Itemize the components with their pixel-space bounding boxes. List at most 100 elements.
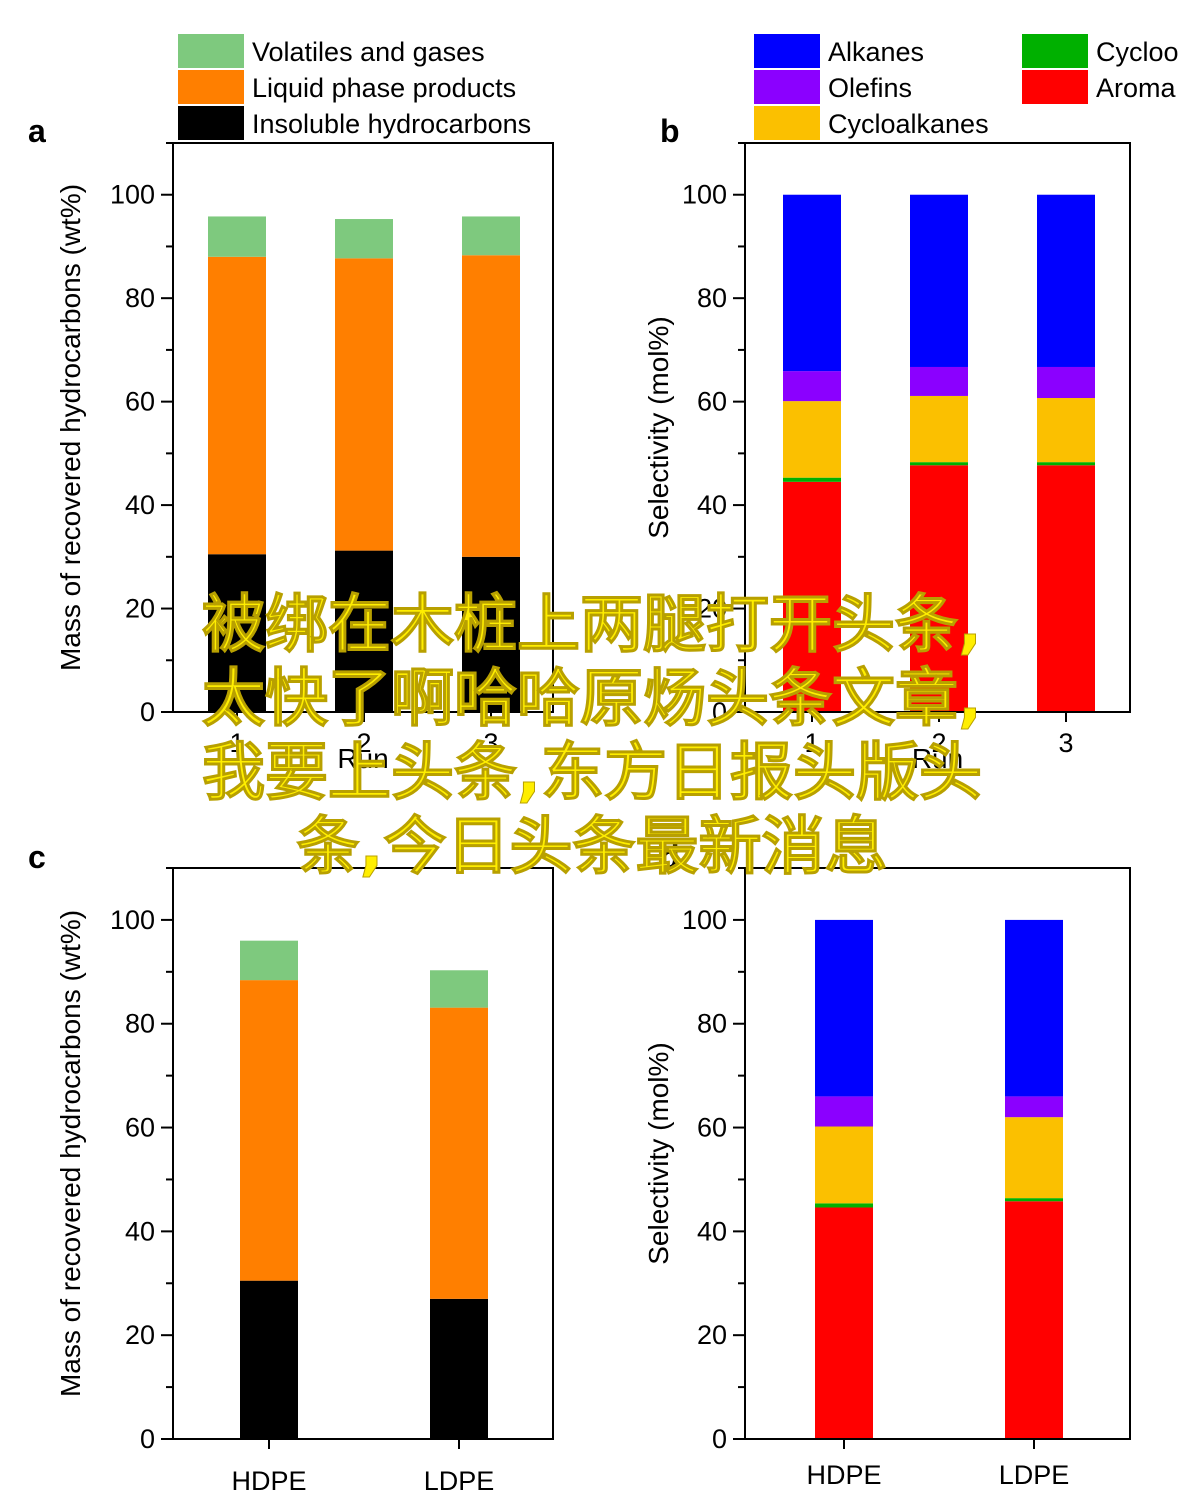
plot-frame: [172, 867, 554, 1440]
y-tick-label: 60: [697, 1113, 727, 1143]
bar-segment: [462, 216, 520, 256]
bar-segment: [240, 1280, 298, 1439]
x-tick-label: 3: [483, 728, 498, 758]
bar-segment: [1037, 465, 1095, 712]
x-tick-label: LDPE: [999, 1460, 1070, 1490]
y-tick-label: 40: [697, 1216, 727, 1246]
legend-swatch: [178, 106, 244, 140]
x-axis-title: Run: [337, 743, 388, 774]
bar-segment: [815, 1203, 873, 1208]
bar-segment: [1005, 1198, 1063, 1202]
panel-c: 0 20 40 60 80 100 HDPE LDPE Mass of recovered hy…: [28, 839, 554, 1496]
bar-segment: [1005, 1096, 1063, 1118]
legend-swatch: [754, 106, 820, 140]
legend-swatch: [178, 34, 244, 68]
bar-segment: [815, 919, 873, 1097]
y-axis-title: Mass of recovered hydrocarbons (wt%): [55, 910, 86, 1397]
legend-label: Insoluble hydrocarbons: [252, 109, 531, 139]
bar-segment: [335, 258, 393, 551]
bar-segment: [815, 1126, 873, 1204]
bar-segment: [783, 477, 841, 482]
y-axis-title: Mass of recovered hydrocarbons (wt%): [55, 184, 86, 671]
legend-label: Olefins: [828, 73, 912, 103]
bar-segment: [910, 366, 968, 396]
plot-frame: [744, 867, 1131, 1440]
y-tick-label: 0: [140, 1424, 155, 1454]
bar-segment: [208, 256, 266, 555]
y-tick-label: 60: [697, 387, 727, 417]
bar-segment: [335, 219, 393, 259]
bar-segment: [783, 194, 841, 372]
legend-swatch: [754, 70, 820, 104]
panel-letter: c: [28, 839, 46, 875]
legend-swatch: [1022, 34, 1088, 68]
x-tick-label: 2: [931, 728, 946, 758]
bar-segment: [815, 1096, 873, 1127]
x-tick-label: 1: [804, 728, 819, 758]
bar-segment: [240, 940, 298, 981]
x-tick-label: 3: [1058, 728, 1073, 758]
bar-segment: [335, 550, 393, 712]
y-tick-label: 40: [125, 1216, 155, 1246]
y-tick-label: 20: [125, 594, 155, 624]
y-tick-label: 0: [712, 697, 727, 727]
legend-swatch: [1022, 70, 1088, 104]
bar-segment: [1037, 366, 1095, 399]
legend-label: Aroma: [1096, 73, 1177, 103]
legend-swatch: [178, 70, 244, 104]
bar-segment: [783, 401, 841, 478]
bar-segment: [462, 255, 520, 557]
bar-segment: [208, 216, 266, 257]
y-tick-label: 60: [125, 1113, 155, 1143]
bar-segment: [208, 554, 266, 712]
legend-label: Cycloalkanes: [828, 109, 989, 139]
panel-letter: a: [28, 113, 46, 149]
bar-segment: [815, 1207, 873, 1439]
panel-a: 0 20 40 60 80 100 1 2 3 Mass of recovered hydroca…: [28, 113, 554, 774]
bar-segment: [1037, 462, 1095, 466]
bar-segment: [783, 371, 841, 402]
y-tick-label: 60: [125, 387, 155, 417]
x-axis-title: Run: [912, 743, 963, 774]
legend-label: Alkanes: [828, 37, 924, 67]
y-tick-label: 20: [697, 1320, 727, 1350]
x-tick-label: 2: [356, 728, 371, 758]
y-tick-label: 0: [140, 697, 155, 727]
y-tick-label: 100: [110, 905, 155, 935]
y-tick-label: 20: [125, 1320, 155, 1350]
y-tick-label: 100: [110, 180, 155, 210]
y-tick-label: 40: [697, 490, 727, 520]
panel-b: 0 20 40 60 80 100 1 2 3 Selectivity (mol%) Run b: [643, 113, 1131, 774]
legend-label: Cycloo: [1096, 37, 1179, 67]
bar-segment: [1005, 919, 1063, 1097]
x-tick-label: HDPE: [231, 1466, 306, 1496]
bar-segment: [910, 462, 968, 466]
y-tick-label: 80: [125, 283, 155, 313]
bar-segment: [910, 465, 968, 712]
bar-segment: [1037, 194, 1095, 367]
bar-segment: [430, 1007, 488, 1299]
y-tick-label: 80: [697, 1009, 727, 1039]
bar-segment: [1005, 1117, 1063, 1199]
x-tick-label: 1: [229, 728, 244, 758]
legend-a: Volatiles and gases Liquid phase products…: [178, 34, 531, 140]
bar-segment: [240, 980, 298, 1281]
plot-frame: [744, 142, 1131, 713]
panel-letter: b: [660, 113, 680, 149]
y-axis-title: Selectivity (mol%): [643, 1042, 674, 1264]
bar-segment: [1037, 398, 1095, 463]
y-tick-label: 0: [712, 1424, 727, 1454]
bar-segment: [430, 1298, 488, 1439]
bar-segment: [1005, 1201, 1063, 1439]
bar-segment: [910, 194, 968, 367]
legend-swatch: [754, 34, 820, 68]
x-tick-label: LDPE: [424, 1466, 495, 1496]
bar-segment: [430, 970, 488, 1008]
y-tick-label: 100: [682, 180, 727, 210]
y-tick-label: 100: [682, 905, 727, 935]
bar-segment: [783, 481, 841, 712]
bar-segment: [462, 556, 520, 712]
y-tick-label: 40: [125, 490, 155, 520]
legend-label: Volatiles and gases: [252, 37, 485, 67]
